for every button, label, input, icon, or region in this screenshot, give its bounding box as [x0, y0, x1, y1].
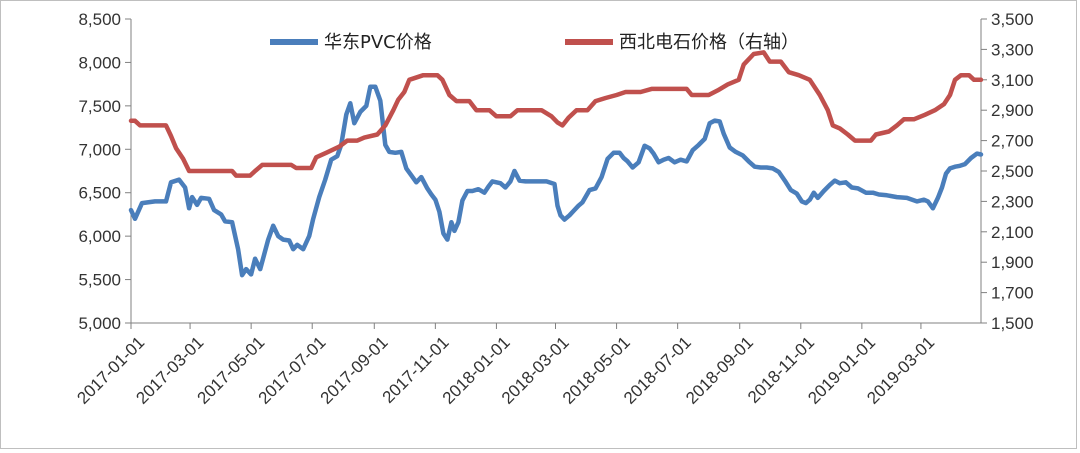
y-left-tick-label: 5,000	[78, 314, 121, 333]
y-right-tick-label: 2,300	[991, 192, 1034, 211]
y-left-tick-label: 5,500	[78, 271, 121, 290]
legend-label-calcium-carbide: 西北电石价格（右轴）	[619, 32, 799, 53]
legend: 华东PVC价格 西北电石价格（右轴）	[270, 32, 799, 53]
y-right-tick-label: 2,700	[991, 132, 1034, 151]
y-left-tick-label: 7,000	[78, 140, 121, 159]
y-right-tick-label: 2,100	[991, 223, 1034, 242]
series-line-pvc	[128, 84, 984, 278]
y-left-tick-label: 7,500	[78, 97, 121, 116]
y-left-tick-label: 8,000	[78, 53, 121, 72]
y-right-tick-label: 1,500	[991, 314, 1034, 333]
y-left-tick-label: 6,500	[78, 184, 121, 203]
y-left-tick-label: 6,000	[78, 227, 121, 246]
y-right-tick-label: 3,300	[991, 40, 1034, 59]
y-right-tick-label: 2,900	[991, 101, 1034, 120]
y-right-tick-label: 1,900	[991, 253, 1034, 272]
y-right-tick-label: 1,700	[991, 284, 1034, 303]
series-layer	[128, 50, 984, 278]
y-right-tick-label: 3,500	[991, 10, 1034, 29]
legend-label-pvc: 华东PVC价格	[324, 32, 432, 53]
series-line-calcium-carbide	[128, 50, 984, 178]
y-right-tick-label: 3,100	[991, 71, 1034, 90]
y-left-tick-label: 8,500	[78, 10, 121, 29]
y-right-tick-label: 2,500	[991, 162, 1034, 181]
